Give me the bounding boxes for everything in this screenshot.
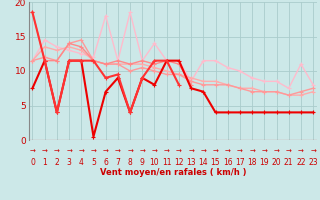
Text: 13: 13 (186, 158, 196, 167)
Text: 2: 2 (54, 158, 59, 167)
Text: →: → (164, 148, 170, 154)
Text: 12: 12 (174, 158, 184, 167)
Text: 15: 15 (211, 158, 220, 167)
Text: 4: 4 (79, 158, 84, 167)
Text: →: → (188, 148, 194, 154)
Text: 18: 18 (247, 158, 257, 167)
Text: 11: 11 (162, 158, 172, 167)
Text: →: → (212, 148, 219, 154)
Text: 14: 14 (198, 158, 208, 167)
Text: 9: 9 (140, 158, 145, 167)
Text: →: → (225, 148, 231, 154)
Text: →: → (29, 148, 36, 154)
Text: 5: 5 (91, 158, 96, 167)
Text: →: → (152, 148, 157, 154)
Text: →: → (298, 148, 304, 154)
Text: →: → (91, 148, 96, 154)
Text: →: → (66, 148, 72, 154)
Text: 20: 20 (272, 158, 281, 167)
Text: 22: 22 (296, 158, 306, 167)
Text: 6: 6 (103, 158, 108, 167)
Text: 8: 8 (128, 158, 132, 167)
Text: →: → (261, 148, 267, 154)
Text: →: → (310, 148, 316, 154)
Text: →: → (54, 148, 60, 154)
Text: →: → (237, 148, 243, 154)
Text: →: → (103, 148, 108, 154)
Text: 19: 19 (260, 158, 269, 167)
Text: →: → (115, 148, 121, 154)
Text: 17: 17 (235, 158, 245, 167)
Text: →: → (249, 148, 255, 154)
Text: →: → (176, 148, 182, 154)
Text: 21: 21 (284, 158, 293, 167)
Text: →: → (127, 148, 133, 154)
Text: →: → (139, 148, 145, 154)
Text: 3: 3 (67, 158, 71, 167)
Text: →: → (78, 148, 84, 154)
Text: →: → (42, 148, 48, 154)
Text: 10: 10 (150, 158, 159, 167)
Text: 0: 0 (30, 158, 35, 167)
Text: 7: 7 (116, 158, 120, 167)
Text: →: → (274, 148, 279, 154)
Text: →: → (286, 148, 292, 154)
Text: 23: 23 (308, 158, 318, 167)
Text: 16: 16 (223, 158, 233, 167)
X-axis label: Vent moyen/en rafales ( km/h ): Vent moyen/en rafales ( km/h ) (100, 168, 246, 177)
Text: →: → (200, 148, 206, 154)
Text: 1: 1 (42, 158, 47, 167)
